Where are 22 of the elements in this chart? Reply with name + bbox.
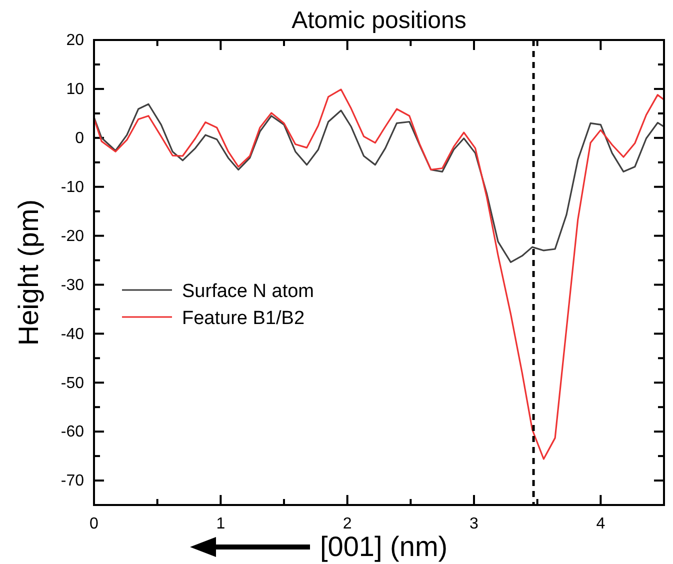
- line-series: [93, 88, 665, 460]
- x-tick-label: 2: [342, 515, 352, 532]
- y-tick-label: 10: [66, 81, 84, 98]
- y-tick-label: -10: [60, 178, 84, 196]
- y-tick-label: -20: [60, 228, 84, 245]
- y-axis-title: Height (pm): [13, 199, 44, 346]
- x-tick-label: 3: [470, 515, 479, 532]
- y-tick-label: -50: [60, 374, 84, 392]
- x-axis-title: [001] (nm): [320, 531, 448, 562]
- y-tick-label: -30: [60, 276, 84, 294]
- x-tick-label: 1: [216, 515, 226, 532]
- chart-title: Atomic positions: [292, 7, 466, 34]
- legend-label: Feature B1/B2: [182, 308, 305, 329]
- y-tick-label: -40: [60, 326, 84, 343]
- y-tick-label: 0: [75, 130, 84, 148]
- y-tick-label: -60: [60, 424, 84, 441]
- y-tick-label: 20: [66, 32, 84, 50]
- y-tick-label: -70: [60, 472, 84, 490]
- x-tick-label: 0: [90, 515, 99, 532]
- legend-label: Surface N atom: [182, 281, 314, 302]
- line-series: [93, 103, 665, 264]
- x-tick-label: 4: [596, 515, 606, 532]
